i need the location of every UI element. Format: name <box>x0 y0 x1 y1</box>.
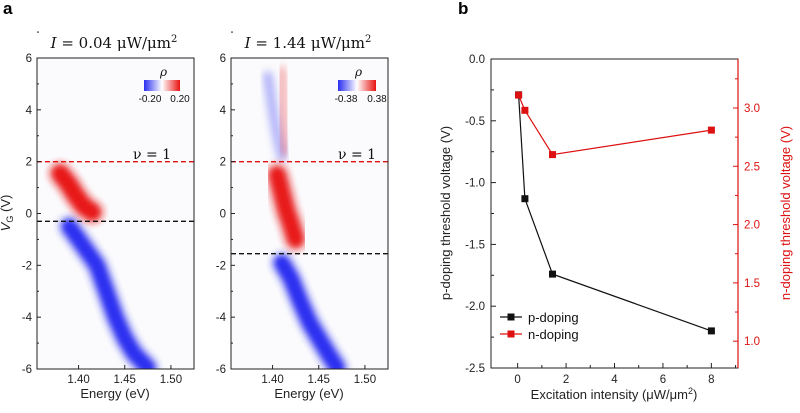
x-tick-label: 1.40 <box>67 374 89 386</box>
heatmap-a-features <box>38 163 157 369</box>
heatmap-a-colorbar-max: 0.20 <box>170 94 190 105</box>
x-tick-label: 1.45 <box>114 374 136 386</box>
x-tick-label: 1.50 <box>354 374 376 386</box>
heatmap-b-colorbar: ρ -0.38 0.38 <box>335 65 388 105</box>
y-tick-label: 2 <box>26 157 32 169</box>
heatmap-feature-core <box>65 222 152 369</box>
x-tick-label: 8 <box>708 374 714 386</box>
legend-marker-n <box>507 330 515 338</box>
heatmap-a-ylabel: VG (V) <box>0 195 15 232</box>
x-tick-label: 2 <box>563 374 569 386</box>
x-tick-label: 4 <box>611 374 618 386</box>
heatmap-a-colorbar-bar <box>144 80 180 91</box>
heatmap-b: I = 1.44 μW/μm2 ν = 1 ρ -0.38 0.38 -6 -4 -… <box>216 31 389 401</box>
left-y-tick-label: -1.5 <box>465 239 485 251</box>
heatmap-b-title: I = 1.44 μW/μm2 <box>244 34 372 52</box>
panel-letter-a: a <box>3 0 13 18</box>
y-tick-label: 4 <box>220 105 227 117</box>
heatmap-b-colorbar-min: -0.38 <box>335 94 358 105</box>
right-y-tick-label: 2.5 <box>744 161 760 173</box>
heatmap-a-colorbar-min: -0.20 <box>139 94 162 105</box>
right-y-tick-label: 2.0 <box>744 220 760 232</box>
heatmap-b-xlabel: Energy (eV) <box>274 386 343 401</box>
heatmap-a-nu-annotation: ν = 1 <box>133 147 171 163</box>
right-y-tick-label: 1.5 <box>744 278 760 290</box>
x-tick-label: 6 <box>660 374 666 386</box>
heatmap-b-features <box>232 66 347 369</box>
heatmap-b-colorbar-bar <box>338 80 376 91</box>
y-tick-label: -4 <box>22 312 33 324</box>
data-point-n-doping <box>521 106 529 114</box>
heatmap-feature-neg-faint <box>262 71 287 162</box>
left-y-tick-label: -0.5 <box>465 116 485 128</box>
left-y-tick-label: -1.0 <box>465 178 485 190</box>
legend: p-doping n-doping <box>500 310 579 342</box>
data-point-p-doping <box>549 270 556 278</box>
heatmap-a-colorbar-label: ρ <box>159 65 167 79</box>
heatmap-a-colorbar: ρ -0.20 0.20 <box>139 65 191 105</box>
y-tick-label: -6 <box>216 364 226 376</box>
x-tick-label: 1.50 <box>160 374 182 386</box>
x-tick-label: 1.40 <box>261 374 283 386</box>
heatmap-b-colorbar-max: 0.38 <box>367 94 387 105</box>
panel-letter-b: b <box>458 0 468 18</box>
data-point-n-doping <box>549 151 556 159</box>
data-point-p-doping <box>521 195 529 203</box>
y-tick-label: -4 <box>216 312 227 324</box>
left-y-tick-label: 0.0 <box>469 54 485 66</box>
y-tick-label: 2 <box>220 157 226 169</box>
data-point-n-doping <box>707 126 715 134</box>
left-y-tick-label: -2.0 <box>465 301 485 313</box>
legend-label-p: p-doping <box>528 310 579 325</box>
series-line-p-doping <box>518 94 712 332</box>
y-tick-label: 0 <box>220 209 226 221</box>
right-ylabel: n-doping threshold voltage (V) <box>778 126 793 300</box>
y-tick-label: -6 <box>22 364 32 376</box>
heatmap-feature-core <box>272 170 301 244</box>
right-y-tick-label: 1.0 <box>744 336 760 348</box>
data-point-p-doping <box>707 327 715 335</box>
x-tick-label: 1.45 <box>308 374 330 386</box>
heatmap-feature-core <box>277 258 342 369</box>
y-tick-label: -2 <box>216 260 226 272</box>
legend-marker-p <box>507 313 515 321</box>
x-tick-label: 0 <box>514 374 520 386</box>
heatmap-b-nu-annotation: ν = 1 <box>338 147 376 163</box>
y-tick-label: 4 <box>26 105 33 117</box>
y-tick-label: 6 <box>220 53 226 65</box>
data-point-n-doping <box>515 91 523 99</box>
y-tick-label: 6 <box>26 53 32 65</box>
series-line-n-doping <box>518 94 712 156</box>
heatmap-a-xlabel: Energy (eV) <box>80 386 149 401</box>
y-tick-label: -2 <box>22 260 32 272</box>
right-y-tick-label: 3.0 <box>744 103 760 115</box>
threshold-chart: 0 2 4 6 8 -2.5 -2.0 -1.5 -1.0 -0.5 0.0 1.0 1.5 2.0 2.5… <box>438 54 793 402</box>
heatmap-feature-core <box>55 168 97 217</box>
threshold-chart-xlabel: Excitation intensity (μW/μm2) <box>531 386 698 402</box>
heatmap-a-title: I = 0.04 μW/μm2 <box>50 34 178 52</box>
legend-label-n: n-doping <box>528 327 579 342</box>
heatmap-b-colorbar-label: ρ <box>354 65 362 79</box>
heatmap-a: I = 0.04 μW/μm2 ν = 1 ρ -0.20 0.20 -6 -4 -… <box>0 31 195 401</box>
heatmap-feature-pos-faint <box>276 66 291 157</box>
y-tick-label: 0 <box>26 209 32 221</box>
left-ylabel: p-doping threshold voltage (V) <box>438 126 453 300</box>
left-y-tick-label: -2.5 <box>465 363 485 375</box>
